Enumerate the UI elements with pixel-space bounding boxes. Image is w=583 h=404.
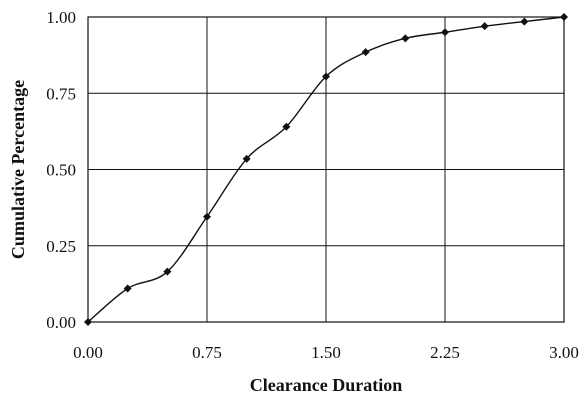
y-axis-ticks: 0.00 0.25 0.50 0.75 1.00 bbox=[46, 8, 76, 332]
data-point-marker bbox=[401, 34, 410, 43]
data-point-marker bbox=[123, 284, 132, 293]
data-markers bbox=[84, 13, 568, 326]
data-point-marker bbox=[441, 28, 449, 37]
y-tick-label: 1.00 bbox=[46, 8, 76, 27]
data-point-marker bbox=[84, 318, 92, 326]
x-tick-label: 0.00 bbox=[73, 343, 103, 362]
x-tick-label: 3.00 bbox=[549, 343, 579, 362]
y-axis-title: Cumulative Percentage bbox=[8, 80, 28, 259]
grid-lines bbox=[88, 17, 564, 322]
data-point-marker bbox=[520, 17, 529, 26]
x-tick-label: 1.50 bbox=[311, 343, 341, 362]
x-axis-title: Clearance Duration bbox=[250, 375, 402, 395]
data-point-marker bbox=[282, 122, 291, 131]
y-tick-label: 0.50 bbox=[46, 161, 76, 180]
x-tick-label: 2.25 bbox=[430, 343, 460, 362]
data-point-marker bbox=[203, 212, 211, 221]
data-point-marker bbox=[322, 72, 330, 81]
plot-area-frame bbox=[87, 16, 565, 323]
x-tick-label: 0.75 bbox=[192, 343, 222, 362]
y-tick-label: 0.00 bbox=[46, 313, 76, 332]
x-axis-ticks: 0.00 0.75 1.50 2.25 3.00 bbox=[73, 343, 579, 362]
data-point-marker bbox=[361, 48, 370, 57]
data-point-marker bbox=[480, 22, 489, 31]
y-tick-label: 0.25 bbox=[46, 237, 76, 256]
data-point-marker bbox=[242, 154, 251, 163]
y-tick-label: 0.75 bbox=[46, 84, 76, 103]
data-point-marker bbox=[560, 13, 568, 21]
data-point-marker bbox=[163, 267, 172, 276]
